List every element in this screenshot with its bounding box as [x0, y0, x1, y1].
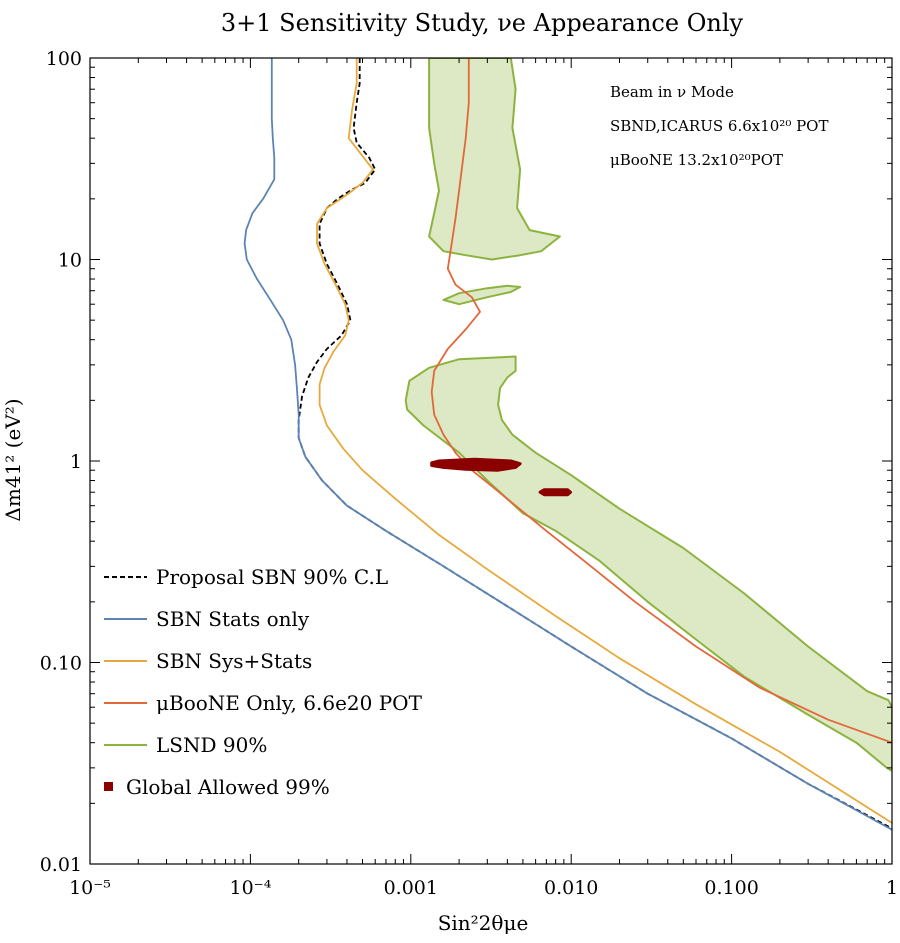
y-tick-label: 0.10 [40, 653, 82, 675]
axis-ticks [89, 58, 892, 865]
annotation-3: μBooNE 13.2x10²⁰POT [610, 151, 783, 169]
legend-label-lsnd-90: LSND 90% [156, 733, 267, 757]
chart-title: 3+1 Sensitivity Study, νe Appearance Onl… [221, 9, 744, 37]
x-tick-label: 10⁻⁵ [69, 877, 111, 899]
lines-layer [243, 58, 892, 831]
x-tick-label: 1 [886, 877, 898, 899]
x-tick-label: 0.100 [704, 877, 758, 899]
tick-labels: 10⁻⁵ 10⁻⁴ 0.001 0.010 0.100 1 0.01 0.10 1 10 100 [40, 48, 898, 899]
legend-label-global-allowed-99: Global Allowed 99% [126, 775, 330, 799]
global-allowed-region-2 [538, 488, 572, 497]
y-tick-label: 10 [58, 250, 82, 272]
annotations: Beam in ν Mode SBND,ICARUS 6.6x10²⁰ POT μB… [610, 83, 829, 169]
series-sbn-sys-stats-line [316, 58, 892, 824]
y-tick-label: 0.01 [40, 854, 82, 876]
y-tick-label: 1 [70, 451, 82, 473]
x-axis-label: Sin²2θμe [438, 911, 529, 935]
lsnd-region-1 [428, 58, 561, 261]
annotation-1: Beam in ν Mode [610, 83, 734, 101]
series-proposal-sbn-90-c-l-line [297, 58, 892, 830]
lsnd-region-3 [404, 355, 892, 772]
x-tick-label: 0.010 [544, 877, 598, 899]
y-tick-label: 100 [46, 48, 82, 70]
series-boone-only-6-6e20-pot-line [430, 58, 892, 744]
legend-label-sbn-sys-stats: SBN Sys+Stats [156, 649, 312, 673]
regions-layer [404, 58, 892, 772]
y-axis-label: Δm41² (eV²) [1, 398, 25, 521]
annotation-2: SBND,ICARUS 6.6x10²⁰ POT [610, 117, 829, 135]
legend-label-sbn-stats-only: SBN Stats only [156, 607, 310, 631]
legend-swatch-global-allowed-99 [104, 782, 113, 791]
x-tick-label: 0.001 [384, 877, 438, 899]
x-tick-label: 10⁻⁴ [229, 877, 271, 899]
lsnd-region-2 [442, 284, 522, 306]
legend-label-boone-only-6-6e20-pot: μBooNE Only, 6.6e20 POT [156, 691, 423, 715]
global-allowed-region-1 [430, 457, 522, 472]
series-sbn-stats-only-line [243, 58, 892, 831]
legend: Proposal SBN 90% C.L SBN Stats only SBN Sy… [104, 565, 423, 799]
legend-label-proposal-sbn-90-c-l: Proposal SBN 90% C.L [156, 565, 388, 589]
